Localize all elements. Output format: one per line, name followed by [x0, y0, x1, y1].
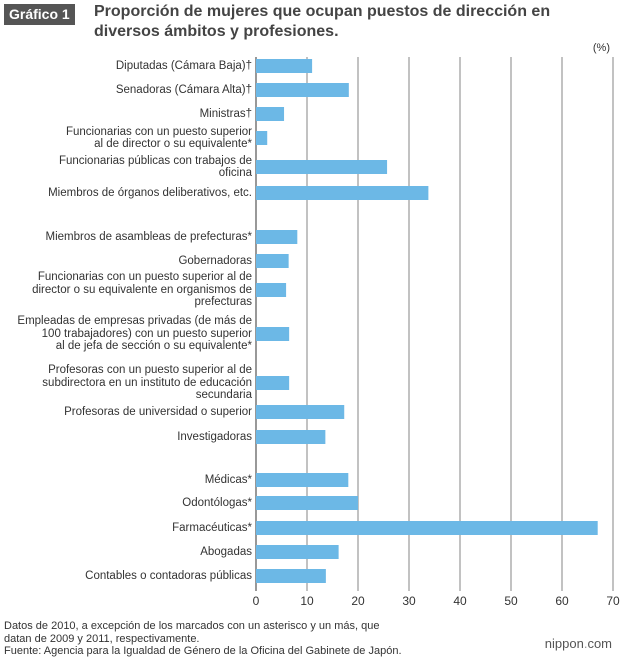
x-tick-label: 20 [351, 594, 365, 608]
footer-notes: Datos de 2010, a excepción de los marcad… [4, 620, 474, 658]
bar [256, 545, 339, 559]
category-label-line: Empleadas de empresas privadas (de más d… [17, 315, 252, 328]
category-label: Abogadas [2, 546, 252, 559]
brand-logo: nippon.com [545, 636, 612, 651]
x-tick-label: 60 [555, 594, 569, 608]
category-label: Funcionarias con un puesto superior al de… [2, 126, 252, 151]
category-label: Diputadas (Cámara Baja)† [2, 60, 252, 73]
brand-logo-right: com [587, 636, 612, 651]
category-label-line: Diputadas (Cámara Baja)† [115, 59, 252, 72]
unit-label: (%) [593, 42, 610, 54]
x-tick-label: 30 [402, 594, 416, 608]
category-label-line: Miembros de asambleas de prefecturas* [45, 230, 252, 243]
bar [256, 521, 598, 535]
x-tick-label: 50 [504, 594, 518, 608]
category-label: Funcionarias públicas con trabajos de ofi… [2, 155, 252, 180]
category-label: Médicas* [2, 474, 252, 487]
category-label: Contables o contadoras públicas [2, 570, 252, 583]
category-label-line: Miembros de órganos deliberativos, etc. [48, 186, 252, 199]
category-label-line: Funcionarias con un puesto superior [65, 125, 252, 138]
bar [256, 569, 326, 583]
category-label-line: Abogadas [200, 545, 252, 558]
category-label-line: subdirectora en un instituto de educació… [42, 376, 252, 389]
category-label: Farmacéuticas* [2, 522, 252, 535]
bar [256, 230, 298, 244]
category-label: Empleadas de empresas privadas (de más d… [2, 315, 252, 353]
brand-logo-dot: . [583, 636, 588, 651]
category-label-line: Profesoras con un puesto superior al de [48, 364, 252, 377]
category-label: Miembros de asambleas de prefecturas* [2, 231, 252, 244]
bar [256, 107, 285, 121]
footer-source: Fuente: Agencia para la Igualdad de Géne… [4, 645, 402, 657]
footer-note-line-2: datan de 2009 y 2011, respectivamente. [4, 632, 200, 645]
category-label-line: Gobernadoras [178, 254, 252, 267]
bar [256, 160, 388, 174]
category-label: Ministras† [2, 108, 252, 121]
category-label-line: Contables o contadoras públicas [85, 569, 252, 582]
bar [256, 131, 268, 145]
bar [256, 254, 289, 268]
category-label-line: prefecturas [194, 296, 252, 309]
bar [256, 327, 290, 341]
chart-title: Proporción de mujeres que ocupan puestos… [94, 3, 551, 40]
x-tick-label: 10 [300, 594, 314, 608]
bar [256, 376, 290, 390]
category-label-line: Odontólogas* [182, 496, 252, 509]
bar [256, 186, 429, 200]
category-label-line: secundaria [195, 389, 252, 402]
bar [256, 430, 326, 444]
brand-logo-left: nippon [544, 636, 584, 651]
category-label: Profesoras de universidad o superior [2, 406, 252, 419]
category-label-line: Funcionarias con un puesto superior al d… [37, 271, 252, 284]
bar [256, 59, 313, 73]
category-label-line: Senadoras (Cámara Alta)† [115, 83, 252, 96]
category-label-line: Investigadoras [177, 430, 252, 443]
x-tick-label: 70 [606, 594, 620, 608]
category-label-line: oficina [218, 167, 252, 179]
category-label-line: Ministras† [199, 107, 252, 120]
bar [256, 83, 349, 97]
bar [256, 496, 358, 510]
bar [256, 283, 287, 297]
category-label: Miembros de órganos deliberativos, etc. [2, 187, 252, 200]
footer-note-line-1: Datos de 2010, a excepción de los marcad… [4, 620, 380, 632]
bar [256, 473, 349, 487]
category-label: Investigadoras [2, 431, 252, 444]
category-label-line: al de director o su equivalente* [94, 138, 252, 150]
category-label-line: al de jefa de sección o su equivalente* [55, 340, 252, 353]
category-label-line: director o su equivalente en organismos … [32, 283, 252, 296]
category-label-line: Funcionarias públicas con trabajos de [58, 154, 252, 167]
x-tick-label: 40 [453, 594, 467, 608]
figure-badge: Gráfico 1 [4, 4, 75, 25]
category-label: Gobernadoras [2, 255, 252, 268]
category-label: Odontólogas* [2, 497, 252, 510]
category-label-line: 100 trabajadores) con un puesto superior [41, 327, 252, 340]
bar [256, 405, 345, 419]
category-label: Funcionarias con un puesto superior al d… [2, 271, 252, 309]
x-tick-label: 0 [253, 594, 260, 608]
category-label: Profesoras con un puesto superior al de s… [2, 364, 252, 402]
category-label-line: Profesoras de universidad o superior [64, 405, 252, 418]
category-label-line: Farmacéuticas* [172, 521, 252, 534]
category-label-line: Médicas* [204, 473, 252, 486]
category-label: Senadoras (Cámara Alta)† [2, 84, 252, 97]
